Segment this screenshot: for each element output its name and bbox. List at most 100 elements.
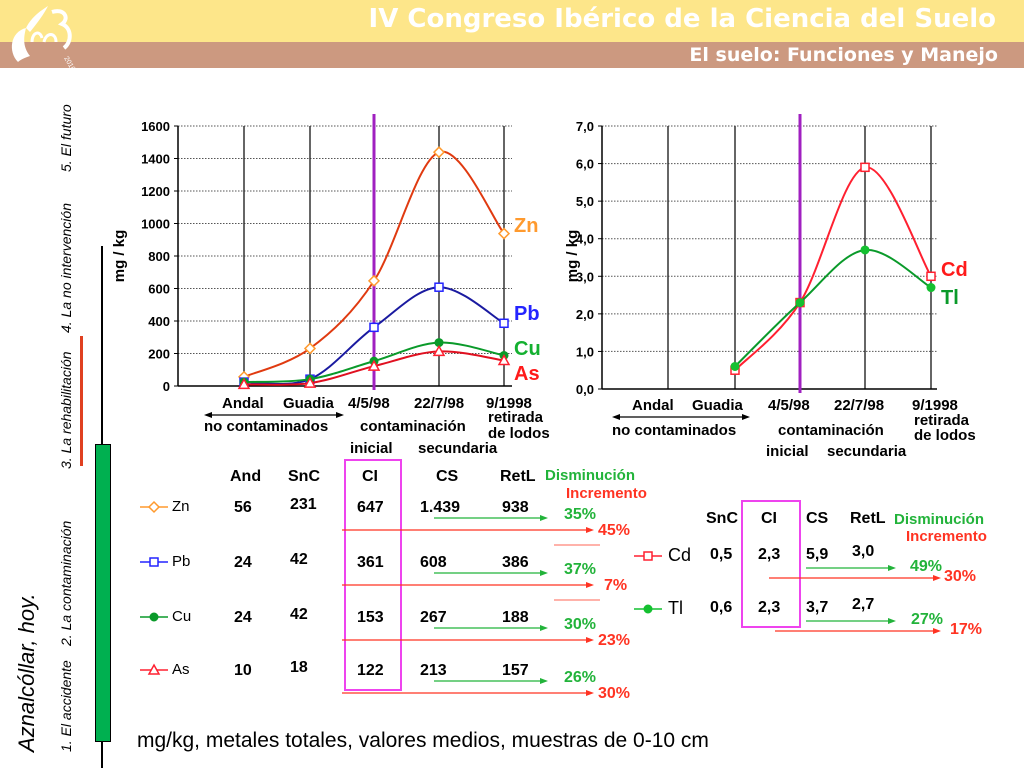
legend-as [140, 663, 168, 675]
cell-and: 24 [234, 609, 252, 626]
current-section-underline [80, 336, 83, 466]
increase-percent: 30% [944, 568, 977, 585]
label2-no-contaminados: no contaminados [612, 422, 737, 439]
cell-cs: 213 [420, 662, 447, 679]
label2-secundaria: secundaria [827, 443, 907, 460]
decrease-arrow [806, 565, 896, 571]
label-de-lodos: de lodos [488, 425, 550, 442]
cell2-retl: 2,7 [852, 596, 875, 613]
series-label-pb: Pb [514, 303, 540, 325]
y-tick-label: 5,0 [576, 194, 594, 209]
legend-tl [634, 604, 662, 614]
decrease-arrow [434, 678, 548, 684]
label2-inicial: inicial [766, 443, 809, 460]
data-point-as [497, 353, 511, 366]
increase-arrow [775, 628, 941, 634]
decrease-arrow [434, 625, 548, 631]
decrease-percent: 35% [564, 506, 597, 523]
header-band-bottom [0, 42, 1024, 68]
legend-marker [147, 663, 161, 675]
arrow-head [933, 628, 941, 634]
label-secundaria: secundaria [418, 440, 498, 457]
th2-ci: CI [761, 510, 777, 527]
decrease-arrow [806, 618, 896, 624]
y-tick-label: 7,0 [576, 119, 594, 134]
decrease-percent: 30% [564, 616, 597, 633]
y-tick-label: 400 [148, 314, 170, 329]
data-point-tl [795, 298, 805, 308]
header-band-top [0, 0, 1024, 42]
legend-pb [140, 557, 168, 567]
series-label-cu: Cu [514, 338, 541, 360]
series-label-cd: Cd [941, 259, 968, 281]
series-label-zn: Zn [514, 215, 538, 237]
cell-retl: 157 [502, 662, 529, 679]
series-label-as: As [514, 363, 540, 385]
data-point-as [367, 359, 381, 371]
data-point-as [237, 377, 251, 390]
cell-ci: 361 [357, 554, 384, 571]
cell-ci: 122 [357, 662, 384, 679]
label2-de-lodos: de lodos [914, 427, 976, 444]
congress-logo: 2010 [11, 6, 76, 73]
y-axis-label: mg / kg [111, 230, 128, 283]
decrease-percent: 27% [911, 611, 944, 628]
cell-and: 56 [234, 499, 252, 516]
y-tick-label: 1200 [141, 184, 170, 199]
separator-line [554, 599, 600, 601]
x-label-22-7-98: 22/7/98 [414, 395, 465, 412]
y-tick-label: 800 [148, 249, 170, 264]
row-name-zn: Zn [172, 498, 190, 515]
y-tick-label: 1,0 [576, 344, 594, 359]
congress-title: IV Congreso Ibérico de la Ciencia del Su… [368, 4, 996, 34]
data-point-as [432, 344, 446, 357]
arrow-head [540, 625, 548, 631]
arrow-head [540, 515, 548, 521]
increase-arrow [769, 575, 941, 581]
cell-and: 24 [234, 554, 252, 571]
row-name-cu: Cu [172, 608, 192, 625]
cell-ci: 647 [357, 499, 384, 516]
cell2-cs: 3,7 [806, 599, 829, 616]
cell-cs: 1.439 [420, 499, 461, 516]
data-point-zn [497, 227, 511, 240]
x2-label-andal: Andal [632, 397, 674, 414]
decrease-arrow [434, 515, 548, 521]
y-tick-label: 4,0 [576, 232, 594, 247]
increase-percent: 30% [598, 685, 631, 702]
y-tick-label: 6,0 [576, 157, 594, 172]
cell-snc: 42 [290, 606, 308, 623]
th2-retl: RetL [850, 510, 886, 527]
arrow-head [888, 565, 896, 571]
series-line-tl [734, 248, 932, 368]
th2-snc: SnC [706, 510, 738, 527]
series-line-zn [243, 150, 505, 378]
label-incremento: Incremento [566, 485, 647, 502]
y-tick-label: 3,0 [576, 269, 594, 284]
series-label-tl: Tl [941, 287, 959, 309]
data-point-cd [860, 162, 870, 173]
increase-arrow [342, 637, 594, 643]
arrow-head [586, 637, 594, 643]
y-tick-label: 2,0 [576, 307, 594, 322]
y-axis-label: mg / kg [564, 230, 581, 283]
arrow-head [586, 690, 594, 696]
no-contaminados-arrow-2 [612, 414, 750, 420]
legend-marker [147, 500, 161, 514]
x2-label-9-1998: 9/1998 [912, 397, 958, 414]
th2-cs: CS [806, 510, 829, 527]
y-tick-label: 1400 [141, 152, 170, 167]
x-label-9-1998: 9/1998 [486, 395, 532, 412]
decrease-percent: 26% [564, 669, 597, 686]
arrow-head [888, 618, 896, 624]
x-label-andal: Andal [222, 395, 264, 412]
cell2-snc: 0,5 [710, 546, 733, 563]
congress-subtitle: El suelo: Funciones y Manejo [689, 44, 998, 66]
legend-marker [643, 604, 653, 614]
x-label-guadia: Guadia [283, 395, 334, 412]
cell-retl: 938 [502, 499, 529, 516]
progress-fill [95, 443, 111, 742]
arrow-head [933, 575, 941, 581]
